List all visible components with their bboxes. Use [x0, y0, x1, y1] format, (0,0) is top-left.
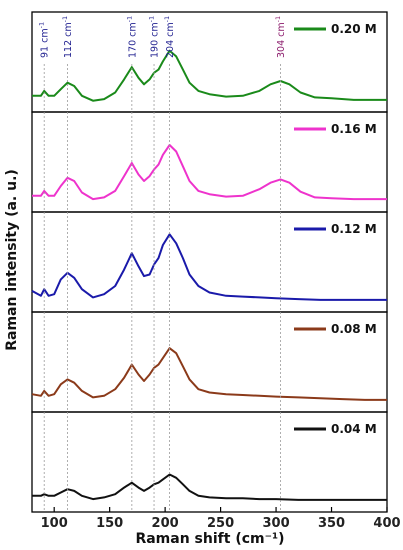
legend-label: 0.16 M	[331, 122, 377, 136]
panel-5: 0.04 M	[31, 411, 388, 513]
y-axis-label: Raman intensity (a. u.)	[4, 169, 20, 351]
legend-label: 0.12 M	[331, 222, 377, 236]
legend-label: 0.08 M	[331, 322, 377, 336]
x-tick-label: 400	[373, 516, 400, 531]
x-tick-label: 200	[152, 516, 179, 531]
series-line	[32, 144, 387, 201]
x-axis-label: Raman shift (cm⁻¹)	[135, 531, 284, 547]
legend-label: 0.20 M	[331, 22, 377, 36]
x-tick-label: 250	[207, 516, 234, 531]
annotation-label: 304 cm-1	[274, 16, 287, 58]
panel-frame	[31, 411, 388, 513]
panel-4: 0.08 M	[31, 311, 388, 413]
x-tick-label: 150	[96, 516, 123, 531]
annotation-label: 91 cm-1	[38, 22, 51, 58]
annotation-label: 170 cm-1	[125, 16, 138, 58]
x-ticks-group: 100 150 200 250 300 350 400	[41, 507, 401, 531]
panel-2: 0.16 M	[31, 111, 388, 213]
series-line	[32, 473, 387, 501]
series-line	[32, 49, 387, 102]
annotation-label: 190 cm-1	[148, 16, 161, 58]
series-line	[31, 347, 387, 401]
x-tick-label: 300	[262, 516, 289, 531]
annotation-label: 112 cm-1	[61, 16, 74, 58]
annotation-label: 204 cm-1	[163, 16, 176, 58]
panels-group: 0.20 M 0.16 M 0.12 M 0.08 M 0.04 M	[31, 11, 388, 513]
panel-3: 0.12 M	[31, 211, 388, 313]
legend-label: 0.04 M	[331, 422, 377, 436]
x-tick-label: 100	[41, 516, 68, 531]
x-tick-label: 350	[318, 516, 345, 531]
series-line	[31, 233, 387, 301]
panel-1: 0.20 M	[31, 11, 388, 113]
